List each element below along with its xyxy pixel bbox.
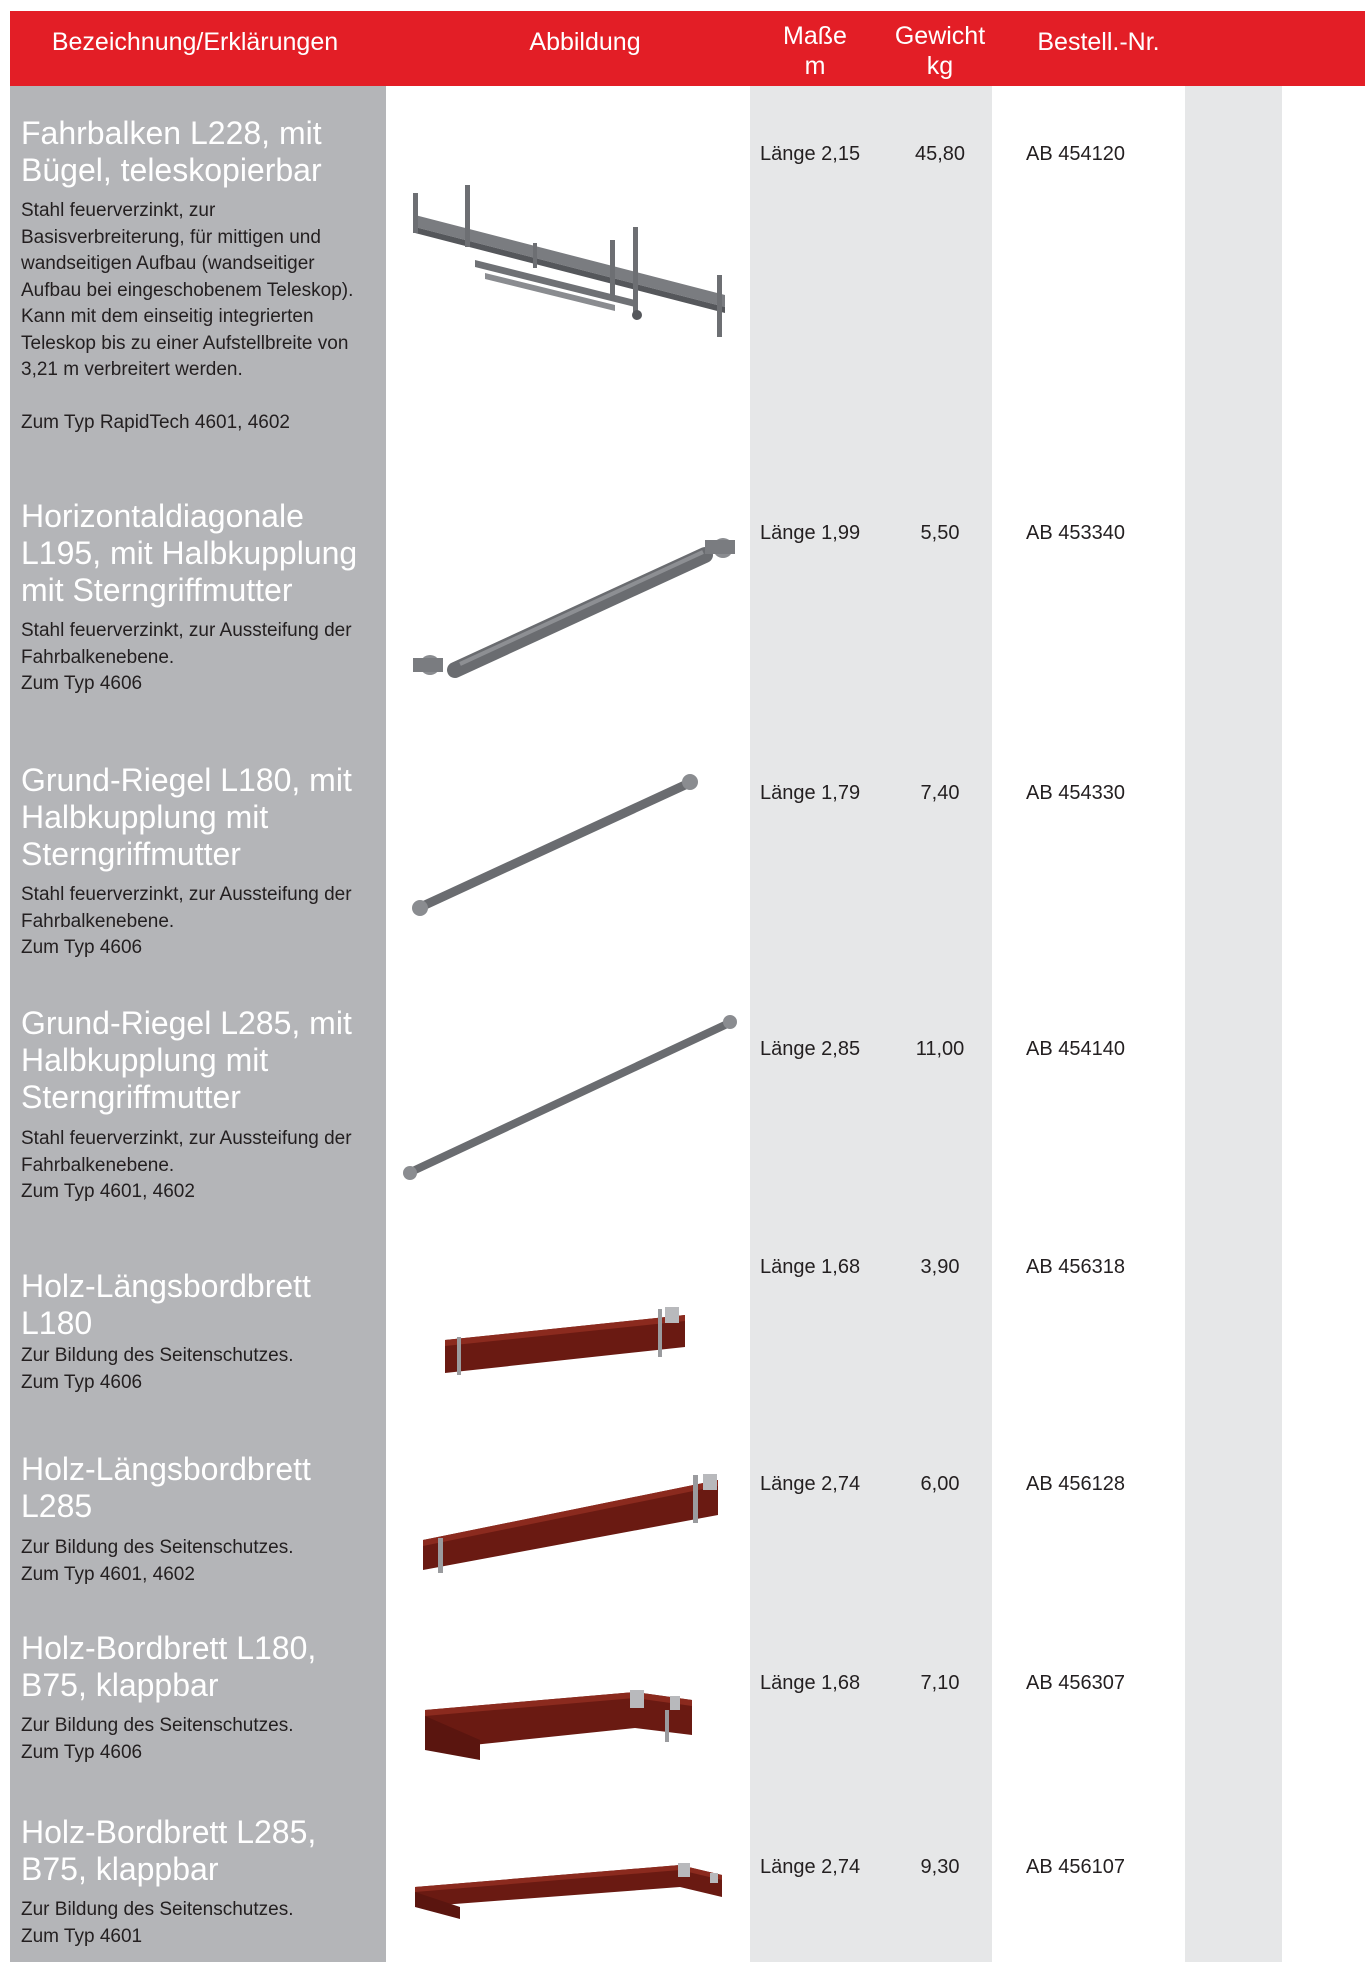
- product-description: Stahl feuerverzinkt, zur Basisverbreiter…: [21, 200, 354, 380]
- table-header: Bezeichnung/Erklärungen Abbildung Maße m…: [10, 11, 1365, 86]
- length-value: Länge 1,68: [760, 1256, 861, 1278]
- order-number: AB 454120: [1026, 143, 1125, 165]
- length-value: Länge 2,74: [760, 1856, 861, 1878]
- weight-value: 45,80: [914, 143, 966, 165]
- header-order-no: Bestell.-Nr.: [1037, 28, 1160, 56]
- header-dims-unit: m: [804, 52, 826, 80]
- length-value: Länge 1,79: [760, 782, 861, 804]
- order-number: AB 456307: [1026, 1672, 1125, 1694]
- product-type-note: Zum Typ 4601, 4602: [21, 1181, 195, 1202]
- length-value: Länge 1,68: [760, 1672, 861, 1694]
- length-value: Länge 2,74: [760, 1473, 861, 1495]
- product-title: Grund-Riegel L180, mit Halbkupplung mit …: [21, 762, 352, 872]
- order-number: AB 454140: [1026, 1038, 1125, 1060]
- empty-column-stripe: [1185, 86, 1282, 1962]
- product-description: Zur Bildung des Seitenschutzes.: [21, 1537, 294, 1558]
- product-description: Zur Bildung des Seitenschutzes.: [21, 1715, 294, 1736]
- weight-value: 5,50: [920, 522, 960, 544]
- product-type-note: Zum Typ 4606: [21, 1372, 143, 1393]
- toe-board-image: [445, 1307, 685, 1375]
- product-description: Stahl feuerverzinkt, zur Aussteifung der…: [21, 620, 352, 668]
- header-weight-label: Gewicht: [894, 22, 986, 50]
- product-title: Holz-Längsbordbrett L285: [21, 1451, 311, 1524]
- header-dims-label: Maße: [783, 22, 847, 50]
- order-number: AB 456128: [1026, 1473, 1125, 1495]
- folding-board-image: [415, 1863, 722, 1919]
- product-title: Horizontaldiagonale L195, mit Halbkupplu…: [21, 498, 358, 608]
- product-description: Zur Bildung des Seitenschutzes.: [21, 1345, 294, 1366]
- description-column-background: [10, 86, 386, 1962]
- base-ledger-image: [412, 774, 698, 916]
- product-type-note: Zum Typ 4606: [21, 937, 143, 958]
- length-value: Länge 2,15: [760, 143, 861, 165]
- length-value: Länge 2,85: [760, 1038, 861, 1060]
- product-title: Holz-Längsbordbrett L180: [21, 1268, 311, 1341]
- base-ledger-image: [403, 1015, 737, 1180]
- order-number: AB 456107: [1026, 1856, 1125, 1878]
- product-description: Stahl feuerverzinkt, zur Aussteifung der…: [21, 1128, 352, 1176]
- header-name: Bezeichnung/Erklärungen: [51, 28, 339, 56]
- empty-column-end: [1282, 86, 1365, 1962]
- weight-value: 11,00: [915, 1038, 965, 1060]
- folding-board-image: [425, 1690, 692, 1760]
- length-value: Länge 1,99: [760, 522, 861, 544]
- weight-value: 9,30: [920, 1856, 960, 1878]
- product-title: Fahrbalken L228, mit Bügel, teleskopierb…: [21, 115, 322, 188]
- dimensions-column-background: [750, 86, 992, 1962]
- weight-value: 6,00: [920, 1473, 960, 1495]
- order-column-background: [992, 86, 1185, 1962]
- product-title: Holz-Bordbrett L285, B75, klappbar: [21, 1814, 317, 1887]
- weight-value: 7,40: [920, 782, 960, 804]
- product-type-note: Zum Typ RapidTech 4601, 4602: [21, 412, 290, 433]
- order-number: AB 453340: [1026, 522, 1125, 544]
- toe-board-image: [423, 1474, 718, 1573]
- product-type-note: Zum Typ 4606: [21, 673, 143, 694]
- weight-value: 7,10: [920, 1672, 960, 1694]
- product-type-note: Zum Typ 4606: [21, 1742, 143, 1763]
- product-type-note: Zum Typ 4601: [21, 1926, 143, 1947]
- product-type-note: Zum Typ 4601, 4602: [21, 1564, 195, 1585]
- order-number: AB 456318: [1026, 1256, 1125, 1278]
- header-image: Abbildung: [529, 28, 641, 56]
- order-number: AB 454330: [1026, 782, 1125, 804]
- product-title: Holz-Bordbrett L180, B75, klappbar: [21, 1630, 317, 1703]
- product-description: Zur Bildung des Seitenschutzes.: [21, 1899, 294, 1920]
- diagonal-tube-image: [413, 538, 735, 678]
- product-description: Stahl feuerverzinkt, zur Aussteifung der…: [21, 884, 352, 932]
- telescopic-beam-image: [413, 185, 725, 337]
- weight-value: 3,90: [920, 1256, 960, 1278]
- product-title: Grund-Riegel L285, mit Halbkupplung mit …: [21, 1005, 352, 1115]
- header-weight-unit: kg: [926, 52, 954, 80]
